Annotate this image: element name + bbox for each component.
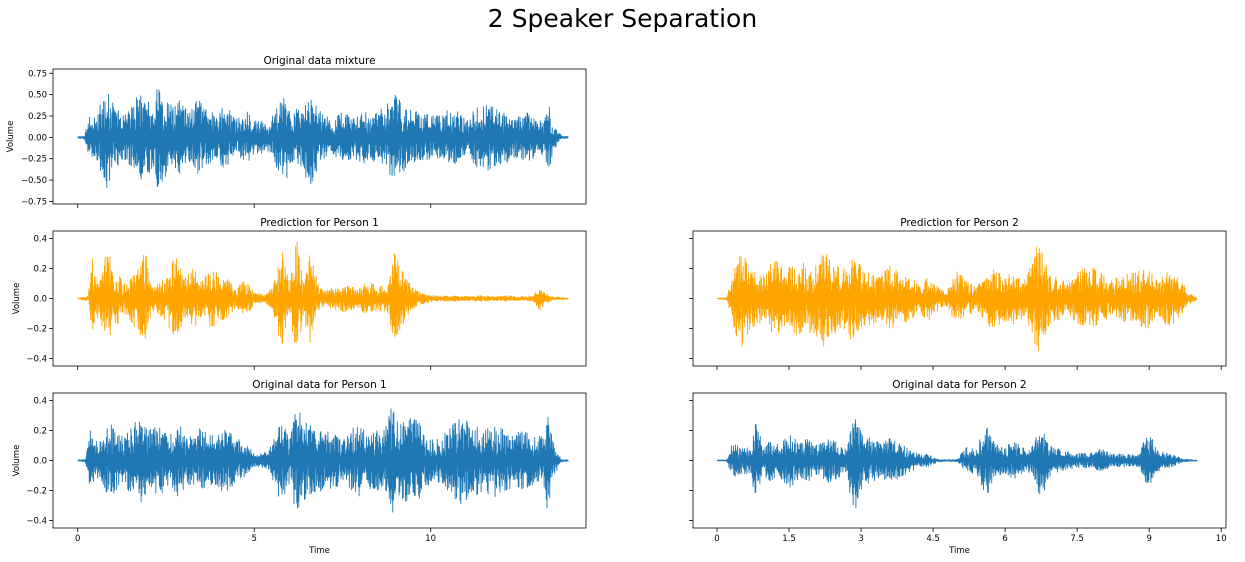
y-tick-label: 0.4 (33, 397, 47, 407)
y-tick-label: −0.2 (26, 325, 47, 335)
x-tick-label: 10 (425, 534, 436, 544)
y-tick-label: 0.2 (33, 427, 47, 437)
x-tick-label: 9 (1146, 534, 1151, 544)
y-tick-label: −0.25 (21, 155, 47, 165)
waveform-series (77, 89, 569, 188)
y-tick-label: −0.4 (26, 355, 47, 365)
y-tick-label: −0.2 (26, 487, 47, 497)
axes-frame (52, 68, 587, 205)
x-tick-label: 7.5 (1070, 534, 1084, 544)
y-axis-label: Volume (6, 121, 16, 153)
x-tick-label: 0 (714, 534, 719, 544)
y-tick-label: −0.4 (26, 517, 47, 527)
waveform-series (716, 246, 1198, 352)
y-axis-label: Volume (12, 283, 22, 315)
y-tick-label: 0.50 (28, 91, 47, 101)
subplot-title: Original data for Person 1 (252, 379, 387, 391)
waveform-series (716, 419, 1198, 509)
y-tick-label: 0.75 (28, 69, 47, 79)
x-tick-label: 4.5 (926, 534, 940, 544)
x-axis-label: Time (948, 546, 970, 556)
subplot-original-person-2: Original data for Person 2 0 1.5 3 4.5 6 7.5 9 1… (689, 379, 1227, 556)
y-tick-label: 0.25 (28, 112, 47, 122)
subplot-prediction-person-2: Prediction for Person 2 (689, 217, 1227, 370)
figure-title: 2 Speaker Separation (487, 4, 758, 33)
subplot-title: Prediction for Person 1 (260, 217, 379, 229)
x-tick-label: 5 (251, 534, 256, 544)
x-tick-label: 1.5 (782, 534, 796, 544)
subplot-prediction-person-1: Prediction for Person 1 −0.4 −0.2 0.0 0.2 0.4… (12, 217, 587, 370)
subplot-title: Original data for Person 2 (892, 379, 1027, 391)
y-tick-label: 0.4 (33, 235, 47, 245)
x-tick-label: 10 (1216, 534, 1227, 544)
y-tick-label: −0.75 (21, 197, 47, 207)
x-axis-label: Time (308, 546, 330, 556)
x-tick-label: 3 (858, 534, 863, 544)
subplot-title: Prediction for Person 2 (900, 217, 1019, 229)
waveform-series (77, 241, 569, 344)
x-tick-label: 0 (75, 534, 80, 544)
y-tick-label: 0.0 (33, 295, 47, 305)
subplot-original-mixture: Original data mixture −0.75 −0.50 −0.25 0.00… (6, 55, 587, 208)
subplot-original-person-1: Original data for Person 1 −0.4 −0.2 0.0 0.2… (12, 379, 587, 556)
y-axis-label: Volume (12, 445, 22, 477)
subplot-title: Original data mixture (263, 55, 375, 67)
y-tick-label: 0.00 (28, 133, 47, 143)
y-tick-label: 0.0 (33, 457, 47, 467)
waveform-series (77, 408, 569, 513)
x-tick-label: 6 (1002, 534, 1007, 544)
y-tick-label: 0.2 (33, 265, 47, 275)
y-tick-label: −0.50 (21, 176, 47, 186)
